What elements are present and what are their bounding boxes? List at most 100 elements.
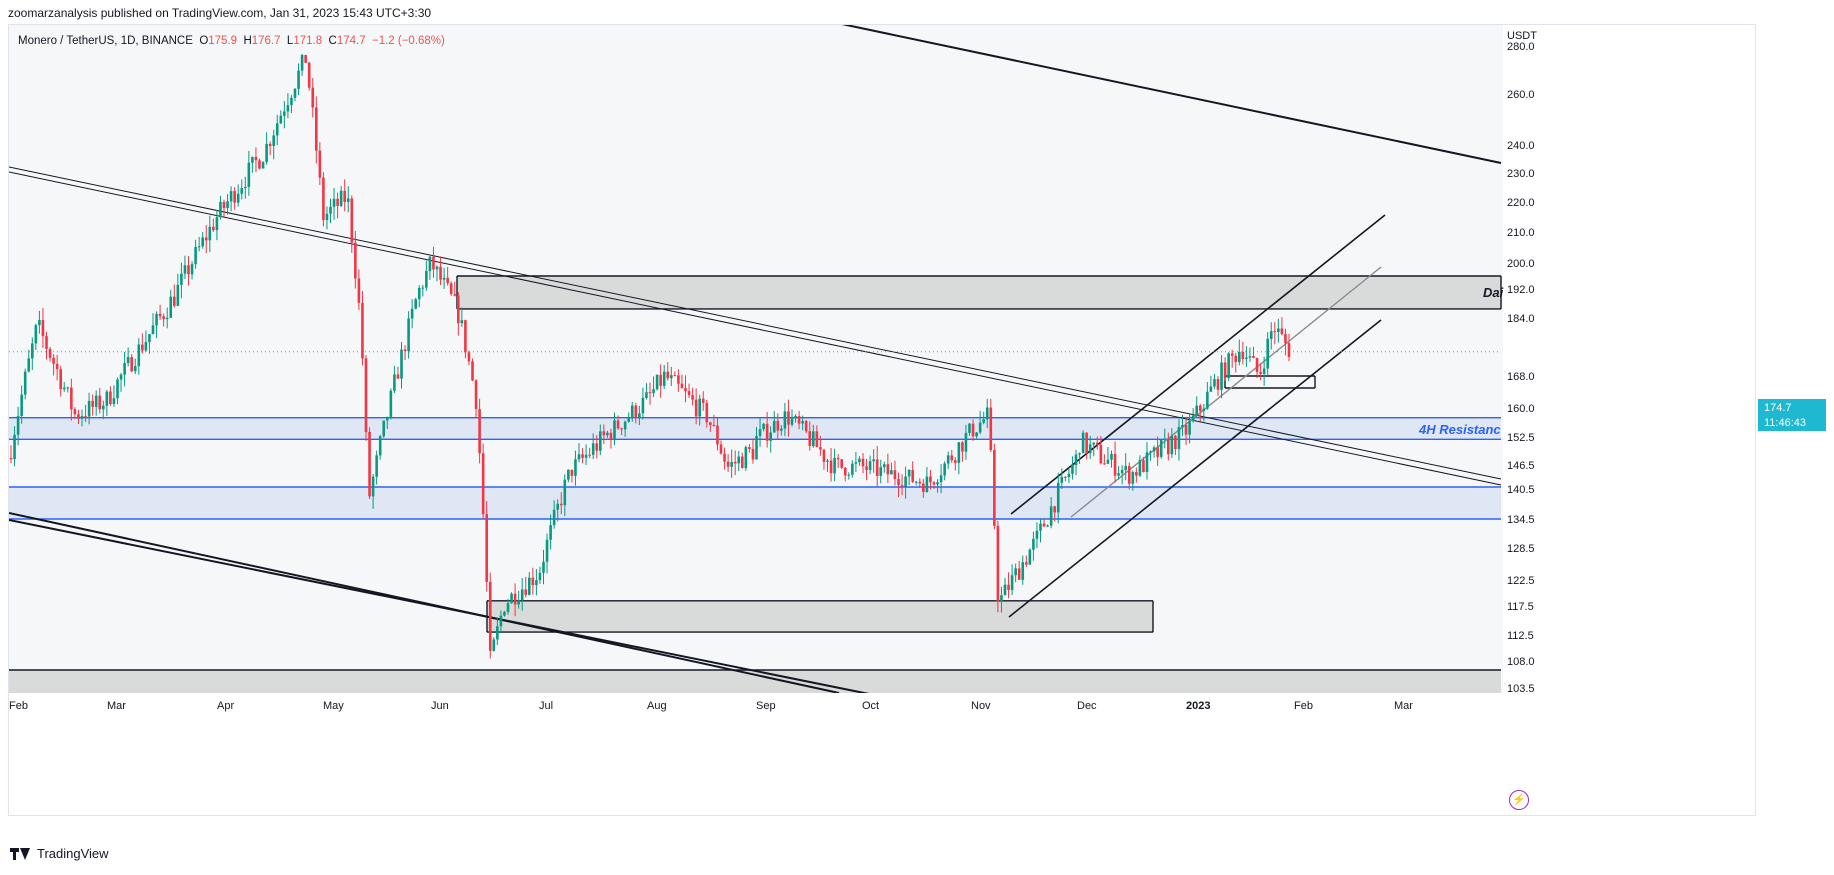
candle-body	[116, 379, 119, 399]
candle-body	[375, 455, 378, 477]
x-tick-label: 2023	[1186, 700, 1210, 712]
candle-body	[989, 407, 993, 450]
chart-pane[interactable]: USDT 103.5 108.0 112.5 117.5 122.5 128.5 134.5 1…	[8, 24, 1756, 816]
candle-body	[879, 467, 883, 476]
candle-body	[712, 425, 716, 427]
tradingview-brand[interactable]: TradingView	[10, 846, 109, 861]
candle-body	[485, 514, 488, 582]
candle-body	[1003, 584, 1007, 596]
candle-body	[247, 162, 251, 187]
candle-body	[950, 455, 954, 461]
candle-body	[510, 593, 513, 604]
candle-body	[236, 193, 240, 203]
candle-body	[407, 318, 410, 352]
candle-body	[258, 160, 261, 169]
candle-body	[783, 411, 787, 429]
legend-high-label: H	[243, 35, 252, 47]
candle-body	[772, 420, 776, 433]
price-chart[interactable]: USDT 103.5 108.0 112.5 117.5 122.5 128.5 134.5 1…	[9, 25, 1755, 815]
candle-body	[126, 357, 130, 363]
legend-low: 171.8	[293, 35, 323, 47]
candle-body	[957, 442, 961, 463]
candle-body	[1163, 438, 1167, 440]
candle-body	[389, 390, 393, 417]
candle-body	[1269, 331, 1273, 339]
candle-body	[1145, 452, 1149, 472]
candle-body	[496, 626, 499, 640]
candle-body	[1280, 328, 1284, 335]
candle-body	[290, 97, 293, 106]
candle-body	[726, 461, 730, 467]
price-axis-area	[1503, 25, 1755, 815]
candle-body	[180, 273, 183, 285]
candle-body	[776, 420, 780, 431]
candle-body	[1149, 451, 1152, 453]
candle-body	[1234, 355, 1238, 363]
candle-body	[1124, 466, 1127, 471]
events-lightning-icon[interactable]: ⚡	[1509, 790, 1529, 810]
tradingview-logo-icon	[10, 847, 32, 860]
legend-symbol: Monero / TetherUS, 1D, BINANCE	[18, 35, 193, 47]
candle-body	[158, 313, 162, 317]
candle-body	[936, 482, 939, 485]
candle-body	[929, 476, 932, 483]
candle-body	[535, 580, 538, 586]
candle-body	[311, 87, 315, 108]
candle-body	[343, 190, 346, 202]
candle-body	[457, 295, 460, 324]
candle-body	[925, 476, 929, 493]
x-tick-label: Jun	[431, 700, 449, 712]
candle-body	[1074, 454, 1078, 466]
candle-body	[868, 461, 872, 470]
candle-body	[1067, 473, 1071, 478]
candle-body	[254, 156, 258, 161]
candle-body	[861, 458, 865, 467]
candle-body	[23, 371, 27, 395]
candle-body	[694, 399, 698, 417]
candle-body	[755, 435, 758, 460]
candle-body	[840, 459, 843, 468]
candle-body	[623, 421, 627, 430]
candle-body	[996, 525, 1000, 602]
candle-body	[346, 198, 350, 202]
candle-body	[102, 405, 105, 410]
candle-body	[488, 581, 492, 651]
candle-body	[630, 405, 634, 419]
candle-body	[38, 320, 41, 326]
candle-body	[1248, 356, 1252, 358]
candle-body	[1170, 435, 1174, 455]
candle-body	[922, 483, 925, 493]
candle-body	[826, 460, 829, 462]
candle-body	[73, 409, 77, 415]
candle-body	[563, 479, 567, 506]
candle-body	[13, 434, 16, 460]
candle-body	[890, 470, 893, 475]
candle-body	[315, 107, 318, 151]
candle-body	[1220, 362, 1223, 390]
candle-body	[9, 458, 13, 460]
candle-body	[680, 383, 684, 389]
candle-body	[847, 474, 851, 476]
x-tick-label: May	[323, 700, 344, 712]
candle-body	[400, 349, 403, 379]
candle-body	[98, 395, 102, 410]
candle-body	[91, 400, 94, 407]
candle-body	[474, 380, 478, 410]
candle-body	[1113, 453, 1117, 476]
zone-demand-zone	[487, 600, 1153, 633]
candle-body	[531, 577, 535, 586]
candle-body	[982, 419, 985, 423]
candle-body	[662, 371, 666, 386]
candle-body	[137, 344, 141, 367]
candle-body	[1120, 470, 1124, 474]
candle-body	[1223, 362, 1227, 379]
candle-body	[325, 213, 329, 221]
y-tick-label: 200.0	[1507, 258, 1535, 270]
candle-body	[20, 394, 23, 417]
candle-body	[329, 206, 332, 214]
candle-body	[577, 454, 581, 460]
candle-body	[659, 374, 662, 386]
legend-close-label: C	[328, 35, 337, 47]
candle-body	[613, 420, 616, 440]
candle-body	[393, 374, 396, 391]
